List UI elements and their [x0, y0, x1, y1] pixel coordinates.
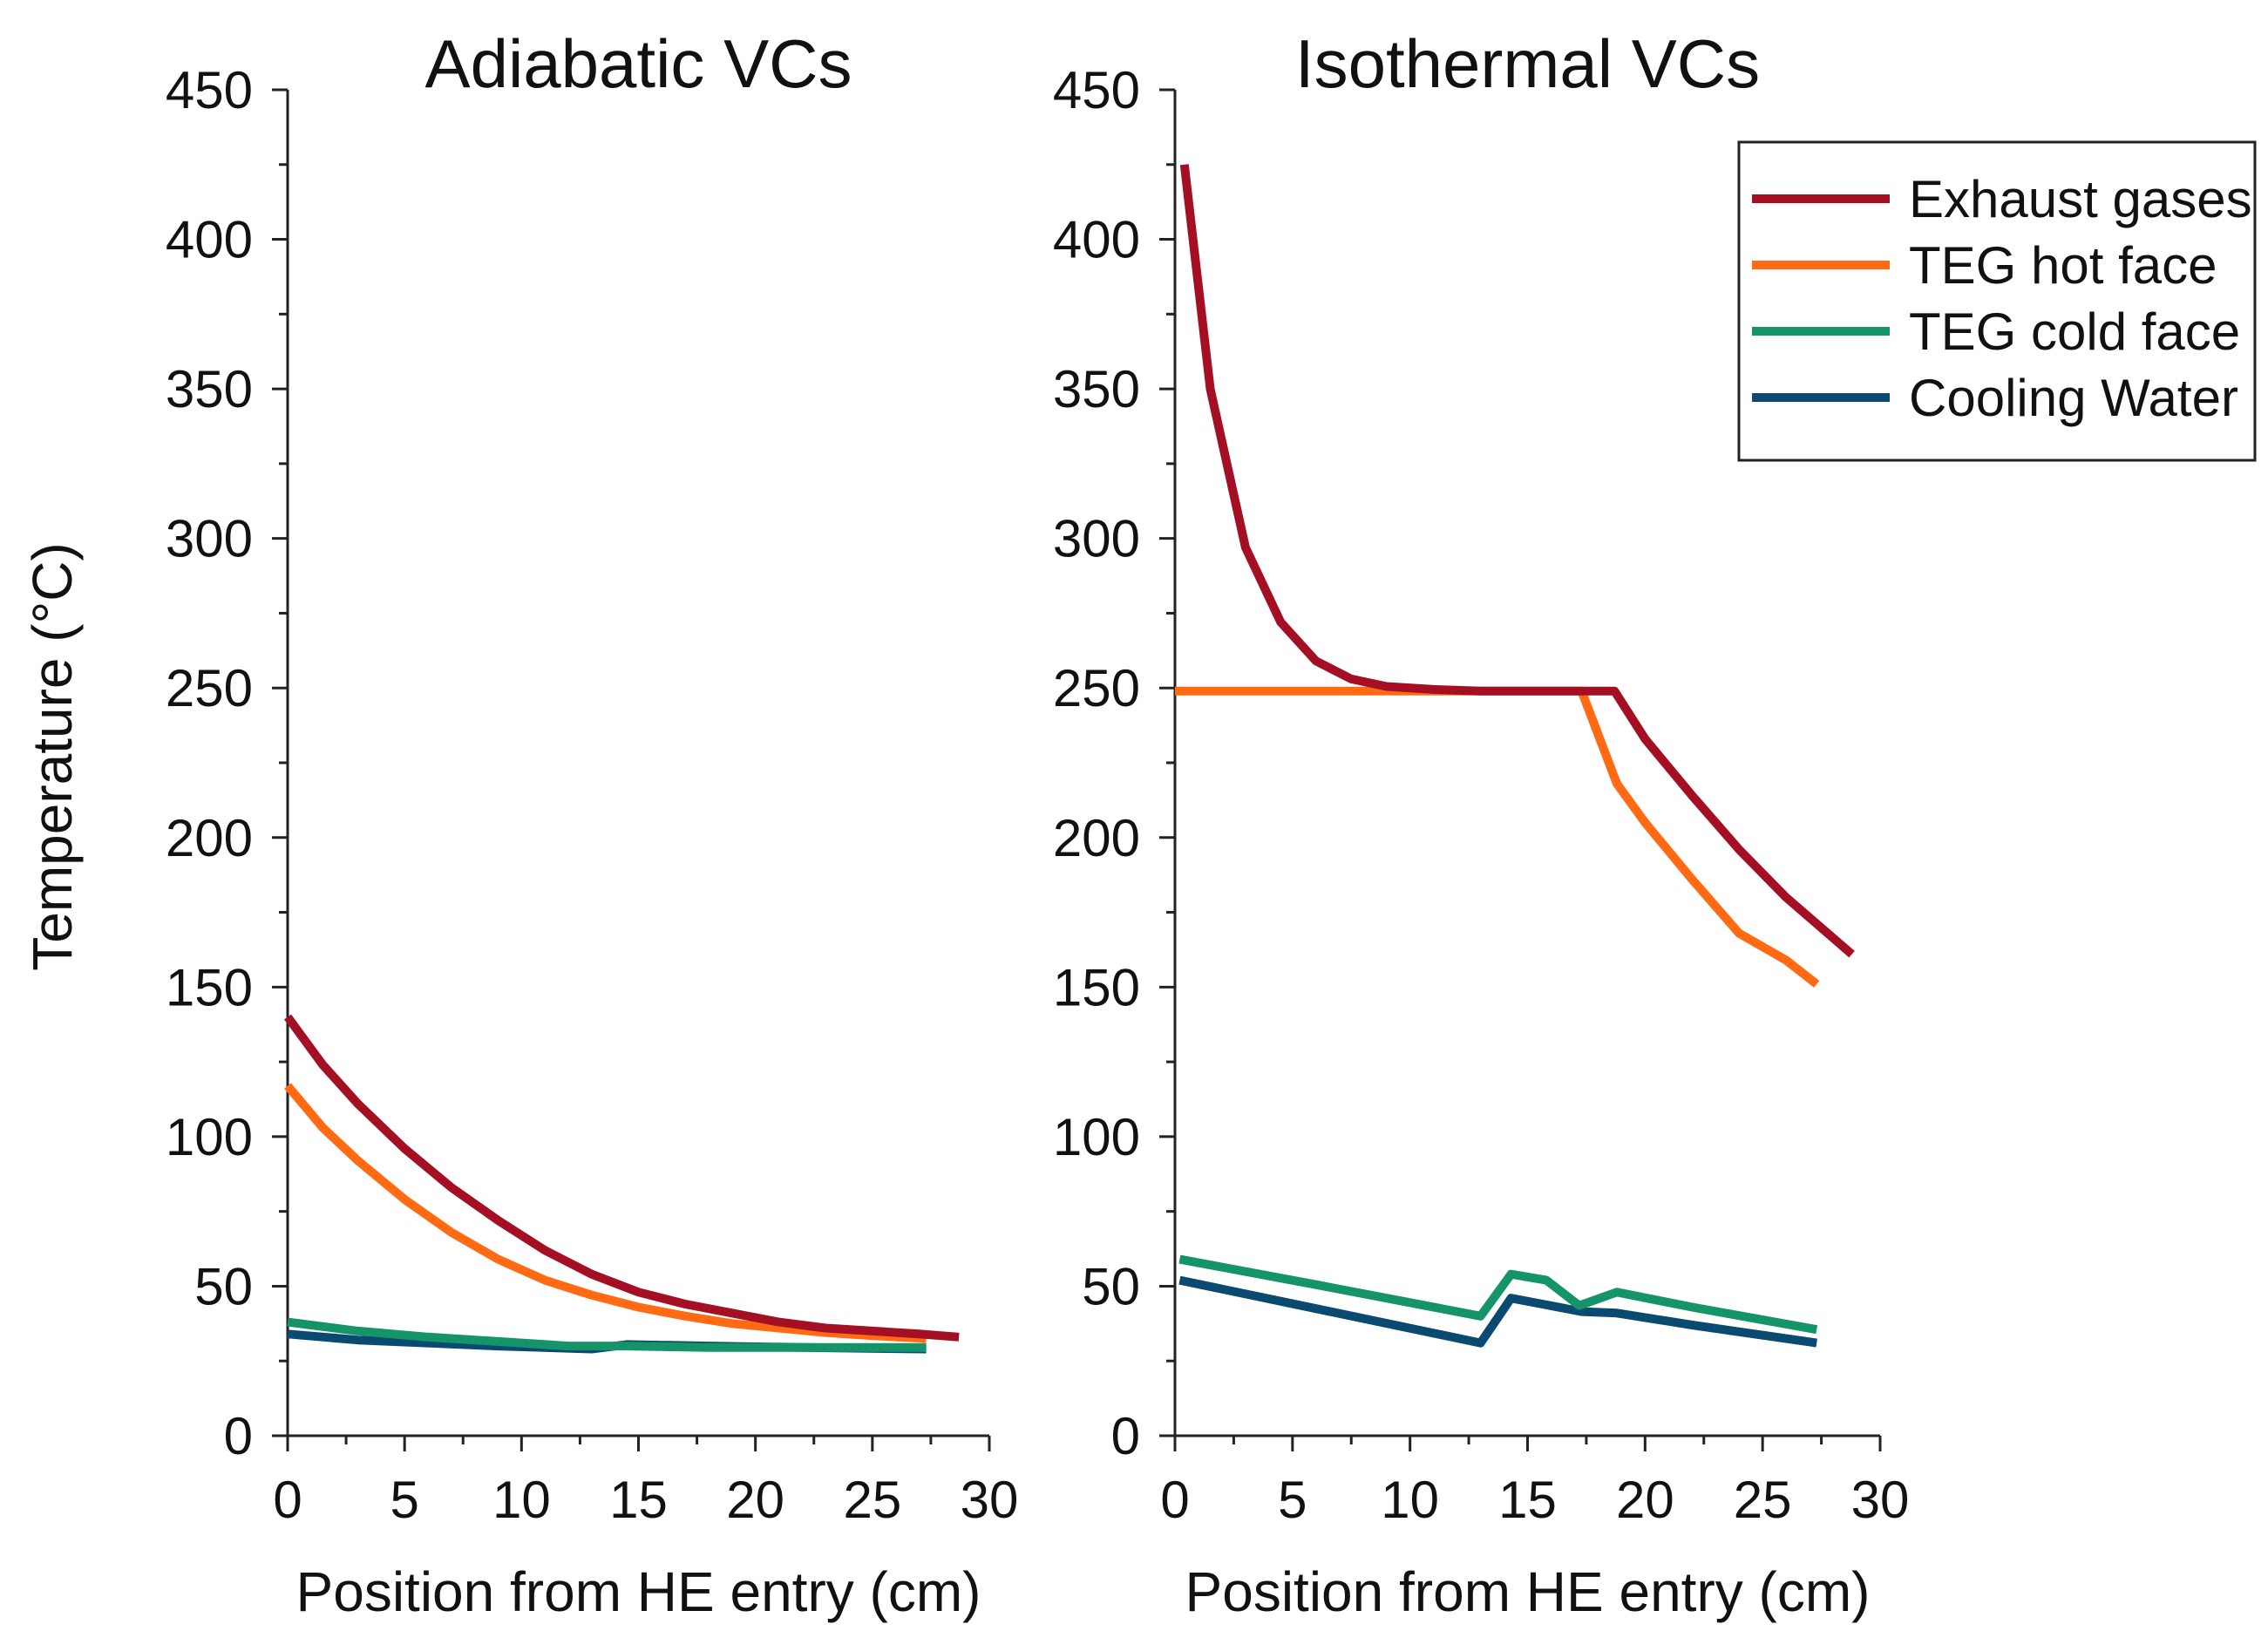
y-tick-label: 150 [1053, 958, 1140, 1016]
y-tick-label: 300 [166, 510, 253, 568]
x-tick-label: 30 [961, 1471, 1019, 1529]
x-tick-label: 0 [1160, 1471, 1189, 1529]
series-line-cooling-water [1178, 1275, 1817, 1348]
y-tick-label: 300 [1053, 510, 1140, 568]
y-tick-label: 0 [224, 1407, 253, 1465]
legend-label: Cooling Water [1909, 369, 2238, 427]
legend-label: TEG cold face [1909, 302, 2240, 361]
y-tick-label: 100 [166, 1108, 253, 1166]
x-tick-label: 10 [1381, 1471, 1439, 1529]
x-tick-label: 20 [726, 1471, 784, 1529]
y-axis-label: Temperature (°C) [21, 542, 84, 971]
legend-label: Exhaust gases [1909, 170, 2252, 228]
y-tick-label: 250 [166, 659, 253, 717]
y-tick-label: 50 [194, 1257, 253, 1315]
y-tick-label: 400 [1053, 211, 1140, 269]
x-tick-label: 15 [1498, 1471, 1557, 1529]
chart-title: Isothermal VCs [1295, 25, 1760, 102]
y-tick-label: 200 [1053, 809, 1140, 867]
y-tick-label: 0 [1111, 1407, 1140, 1465]
chart-panel-2: Isothermal VCs05010015020025030035040045… [1053, 25, 1909, 1623]
series-line-teg-cold-face [287, 1317, 927, 1352]
x-tick-label: 15 [609, 1471, 668, 1529]
series-line-teg-hot-face [1175, 686, 1820, 988]
x-tick-label: 20 [1616, 1471, 1674, 1529]
x-tick-label: 5 [1278, 1471, 1307, 1529]
y-tick-label: 450 [1053, 61, 1140, 119]
series-line-teg-hot-face [284, 1083, 927, 1343]
y-tick-label: 250 [1053, 659, 1140, 717]
chart-title: Adiabatic VCs [425, 25, 852, 102]
legend-label: TEG hot face [1909, 236, 2217, 295]
y-tick-label: 150 [166, 958, 253, 1016]
x-tick-label: 0 [273, 1471, 302, 1529]
series-line-teg-cold-face [1178, 1254, 1818, 1335]
series-line-exhaust-gases [1179, 164, 1855, 958]
x-axis-label: Position from HE entry (cm) [296, 1560, 981, 1623]
y-tick-label: 350 [166, 360, 253, 418]
y-tick-label: 350 [1053, 360, 1140, 418]
chart-panel-1: Adiabatic VCs050100150200250300350400450… [166, 25, 1018, 1623]
x-axis-label: Position from HE entry (cm) [1185, 1560, 1871, 1623]
y-tick-label: 50 [1082, 1257, 1140, 1315]
x-tick-label: 10 [492, 1471, 551, 1529]
x-tick-label: 30 [1851, 1471, 1910, 1529]
x-tick-label: 5 [390, 1471, 418, 1529]
series-line-exhaust-gases [283, 1014, 960, 1342]
x-tick-label: 25 [1734, 1471, 1792, 1529]
y-tick-label: 400 [166, 211, 253, 269]
x-tick-label: 25 [843, 1471, 901, 1529]
legend: Exhaust gases TEG hot face TEG cold face Co… [1737, 140, 2257, 462]
chart-panels: Adiabatic VCs050100150200250300350400450… [166, 25, 1909, 1623]
y-tick-label: 100 [1053, 1108, 1140, 1166]
y-tick-label: 200 [166, 809, 253, 867]
y-tick-label: 450 [166, 61, 253, 119]
